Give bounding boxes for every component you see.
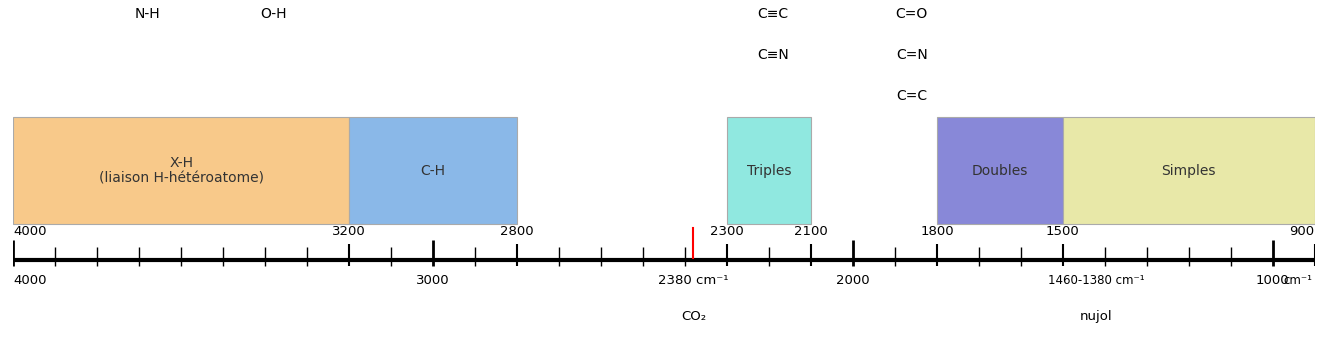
Text: 1000: 1000: [1256, 274, 1289, 287]
Text: Triples: Triples: [746, 164, 791, 178]
Text: 2300: 2300: [710, 225, 744, 238]
Bar: [13, 118, 349, 224]
Text: O-H: O-H: [260, 7, 287, 21]
Text: 2800: 2800: [501, 225, 534, 238]
Text: 2380 cm⁻¹: 2380 cm⁻¹: [659, 274, 729, 287]
Bar: [726, 118, 811, 224]
Text: X-H
(liaison H-hétéroatome): X-H (liaison H-hétéroatome): [98, 156, 264, 186]
Text: 1460-1380 cm⁻¹: 1460-1380 cm⁻¹: [1048, 274, 1145, 287]
Bar: [349, 118, 517, 224]
Text: 1500: 1500: [1046, 225, 1080, 238]
Text: C≡C: C≡C: [757, 7, 789, 21]
Bar: [1062, 118, 1315, 224]
Text: 4000: 4000: [13, 225, 46, 238]
Text: 4000: 4000: [13, 274, 46, 287]
Text: 3200: 3200: [332, 225, 367, 238]
Text: CO₂: CO₂: [681, 310, 706, 323]
Text: C-H: C-H: [421, 164, 446, 178]
Text: C=C: C=C: [896, 89, 927, 103]
Text: 2000: 2000: [837, 274, 870, 287]
Text: C=O: C=O: [895, 7, 928, 21]
Text: Doubles: Doubles: [972, 164, 1028, 178]
Text: C≡N: C≡N: [757, 48, 789, 62]
Text: Simples: Simples: [1162, 164, 1216, 178]
Text: 3000: 3000: [416, 274, 450, 287]
Text: nujol: nujol: [1080, 310, 1113, 323]
Text: N-H: N-H: [135, 7, 161, 21]
Text: 900: 900: [1289, 225, 1315, 238]
Text: 1800: 1800: [920, 225, 954, 238]
Bar: [936, 118, 1062, 224]
Text: C=N: C=N: [896, 48, 927, 62]
Text: cm⁻¹: cm⁻¹: [1284, 274, 1312, 287]
Text: 2100: 2100: [794, 225, 827, 238]
